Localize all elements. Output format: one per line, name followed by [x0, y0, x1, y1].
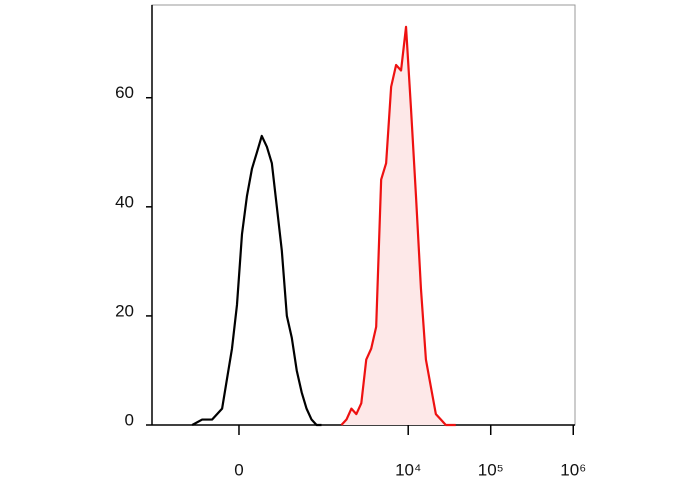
y-tick-label: 20 — [115, 301, 134, 320]
y-tick-label: 60 — [115, 83, 134, 102]
plot-frame — [151, 4, 576, 426]
y-tick-label: 0 — [125, 410, 134, 429]
histogram-line — [340, 25, 456, 427]
x-tick-label: 10⁴ — [395, 460, 421, 479]
y-tick-label: 40 — [115, 192, 134, 211]
x-tick-label: 0 — [234, 460, 243, 479]
x-tick-label: 10⁵ — [478, 460, 504, 479]
histogram-fill — [341, 26, 456, 426]
histogram-line — [191, 134, 322, 427]
x-tick-label: 10⁶ — [560, 460, 586, 479]
